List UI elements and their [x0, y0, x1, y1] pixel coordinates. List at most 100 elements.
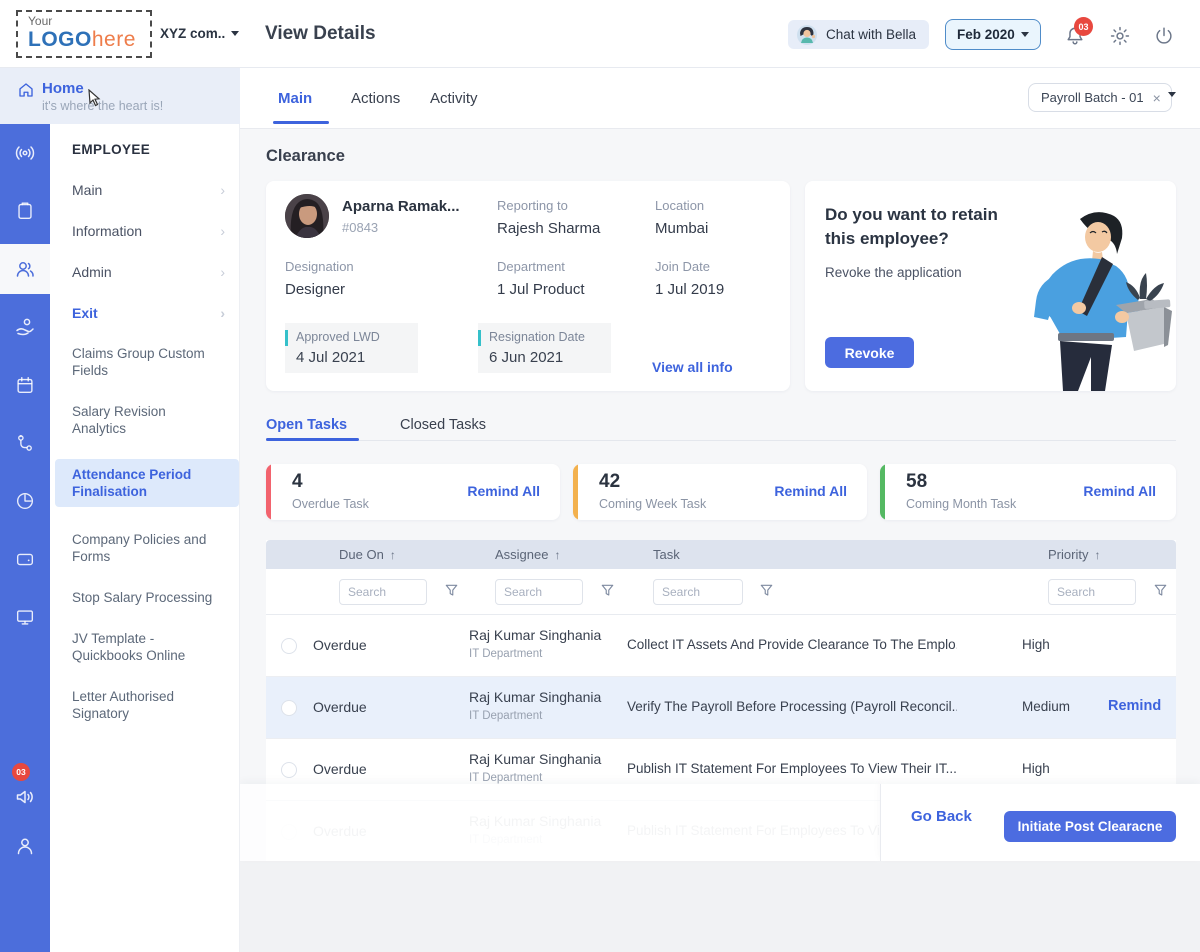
- rail-item-payroll[interactable]: [0, 534, 50, 584]
- settings-button[interactable]: [1109, 25, 1131, 47]
- task-row-2[interactable]: Overdue Raj Kumar Singhania IT Departmen…: [266, 677, 1176, 739]
- revoke-button[interactable]: Revoke: [825, 337, 914, 368]
- rail-item-benefits[interactable]: [0, 302, 50, 352]
- task-search-input[interactable]: [653, 579, 743, 605]
- due-status: Overdue: [313, 761, 367, 777]
- sort-asc-icon[interactable]: ↑: [554, 548, 561, 562]
- row-radio[interactable]: [281, 700, 297, 716]
- active-task-tab-underline: [266, 438, 359, 441]
- tab-activity[interactable]: Activity: [430, 90, 478, 107]
- go-back-button[interactable]: Go Back: [911, 808, 972, 825]
- logout-button[interactable]: [1153, 25, 1175, 47]
- priority-search-input[interactable]: [1048, 579, 1136, 605]
- column-priority[interactable]: Priority ↑: [1048, 547, 1101, 562]
- power-icon: [1156, 27, 1172, 44]
- month-selector[interactable]: Feb 2020: [945, 19, 1041, 50]
- column-assignee[interactable]: Assignee ↑: [495, 547, 561, 562]
- remind-all-week-link[interactable]: Remind All: [774, 483, 847, 499]
- sidebar-subitem-letter-authorised-signatory[interactable]: Letter Authorised Signatory: [72, 689, 175, 721]
- footer-overlay: [240, 784, 880, 861]
- chat-with-bella-button[interactable]: Chat with Bella: [788, 20, 930, 49]
- column-task[interactable]: Task: [653, 547, 680, 562]
- sidebar-subitem-salary-revision-analytics[interactable]: Salary Revision Analytics: [72, 404, 166, 436]
- tab-main[interactable]: Main: [278, 90, 313, 107]
- teal-accent-bar: [285, 330, 288, 346]
- chevron-right-icon: ›: [220, 305, 225, 321]
- sidebar-subitem-attendance-period-finalisation[interactable]: Attendance Period Finalisation: [55, 459, 239, 507]
- sidebar-subitem-company-policies-and-forms[interactable]: Company Policies and Forms: [72, 532, 207, 564]
- filter-icon[interactable]: [600, 583, 615, 598]
- bottom-strip: [240, 861, 1200, 952]
- app-header: Your LOGOhere XYZ com.. View Details Cha…: [0, 0, 1200, 68]
- remind-all-overdue-link[interactable]: Remind All: [467, 483, 540, 499]
- sort-asc-icon[interactable]: ↑: [1094, 548, 1101, 562]
- remind-all-month-link[interactable]: Remind All: [1083, 483, 1156, 499]
- sidebar-item-information[interactable]: Information ›: [72, 223, 225, 239]
- sidebar-item-main[interactable]: Main ›: [72, 182, 225, 198]
- org-selector[interactable]: XYZ com..: [160, 26, 240, 41]
- join-date-value: 1 Jul 2019: [655, 281, 725, 298]
- rail-item-calendar[interactable]: [0, 360, 50, 410]
- close-icon[interactable]: ×: [1152, 89, 1161, 106]
- rail-item-employees[interactable]: [0, 244, 50, 294]
- retain-employee-card: Do you want to retain this employee? Rev…: [805, 181, 1176, 391]
- sidebar-item-admin[interactable]: Admin ›: [72, 264, 225, 280]
- sidebar-subitem-jv-template-quickbooks-online[interactable]: JV Template - Quickbooks Online: [72, 631, 186, 663]
- coming-week-label: Coming Week Task: [599, 497, 707, 511]
- main-content: Main Actions Activity Payroll Batch - 01…: [240, 68, 1200, 952]
- due-status: Overdue: [313, 637, 367, 653]
- sort-asc-icon[interactable]: ↑: [389, 548, 396, 562]
- coming-week-task-card: 42 Coming Week Task Remind All: [573, 464, 867, 520]
- page-title: View Details: [265, 23, 376, 44]
- org-selector-label: XYZ com..: [160, 26, 226, 41]
- rail-item-reports[interactable]: [0, 476, 50, 526]
- sidebar-item-exit[interactable]: Exit ›: [72, 305, 225, 321]
- priority-value: High: [1022, 761, 1050, 776]
- tab-open-tasks[interactable]: Open Tasks: [266, 417, 348, 433]
- branch-icon: [18, 434, 32, 451]
- filter-icon[interactable]: [1153, 583, 1168, 598]
- task-description: Collect IT Assets And Provide Clearance …: [627, 637, 957, 652]
- sidebar-subitem-claims-group-custom-fields[interactable]: Claims Group Custom Fields: [72, 346, 205, 378]
- initiate-post-clearance-button[interactable]: Initiate Post Clearacne: [1004, 811, 1176, 842]
- remind-link[interactable]: Remind: [1108, 698, 1162, 714]
- tab-closed-tasks[interactable]: Closed Tasks: [400, 417, 486, 433]
- retain-subtitle: Revoke the application: [825, 265, 962, 280]
- sidebar-section-title: EMPLOYEE: [72, 142, 151, 157]
- rail-item-broadcast[interactable]: [0, 128, 50, 178]
- employee-leaving-illustration: [1034, 212, 1172, 391]
- payroll-batch-chip[interactable]: Payroll Batch - 01 ×: [1028, 83, 1172, 112]
- rail-item-devices[interactable]: [0, 592, 50, 642]
- hand-care-icon: [16, 318, 34, 336]
- tasks-filter-row: [266, 569, 1176, 615]
- approved-lwd-label: Approved LWD: [296, 330, 380, 344]
- rail-item-profile[interactable]: [0, 821, 50, 871]
- chevron-down-icon[interactable]: [1168, 92, 1176, 97]
- notifications-button[interactable]: 03: [1064, 17, 1093, 47]
- sidebar-item-home[interactable]: Home it's where the heart is!: [0, 68, 240, 124]
- filter-icon[interactable]: [444, 583, 459, 598]
- rail-item-workflow[interactable]: [0, 418, 50, 468]
- sidebar-subitem-stop-salary-processing[interactable]: Stop Salary Processing: [72, 590, 213, 605]
- reporting-to-label: Reporting to: [497, 198, 568, 213]
- task-row-1[interactable]: Overdue Raj Kumar Singhania IT Departmen…: [266, 615, 1176, 677]
- filter-icon[interactable]: [759, 583, 774, 598]
- view-all-info-link[interactable]: View all info: [652, 359, 733, 375]
- assignee-search-input[interactable]: [495, 579, 583, 605]
- chevron-right-icon: ›: [220, 182, 225, 198]
- location-value: Mumbai: [655, 220, 709, 237]
- tab-actions[interactable]: Actions: [351, 90, 401, 107]
- task-tabs-divider: [266, 440, 1176, 441]
- designation-label: Designation: [285, 259, 354, 274]
- due-on-search-input[interactable]: [339, 579, 427, 605]
- column-due-on[interactable]: Due On ↑: [339, 547, 396, 562]
- resignation-date-box: Resignation Date 6 Jun 2021: [478, 323, 611, 373]
- overdue-task-card: 4 Overdue Task Remind All: [266, 464, 560, 520]
- row-radio[interactable]: [281, 638, 297, 654]
- row-radio[interactable]: [281, 762, 297, 778]
- assignee-name: Raj Kumar Singhania: [469, 689, 602, 705]
- rail-item-announcements[interactable]: 03: [0, 763, 50, 822]
- bella-avatar: [797, 24, 817, 45]
- employee-name: Aparna Ramak...: [342, 198, 460, 215]
- rail-item-clipboard[interactable]: [0, 186, 50, 236]
